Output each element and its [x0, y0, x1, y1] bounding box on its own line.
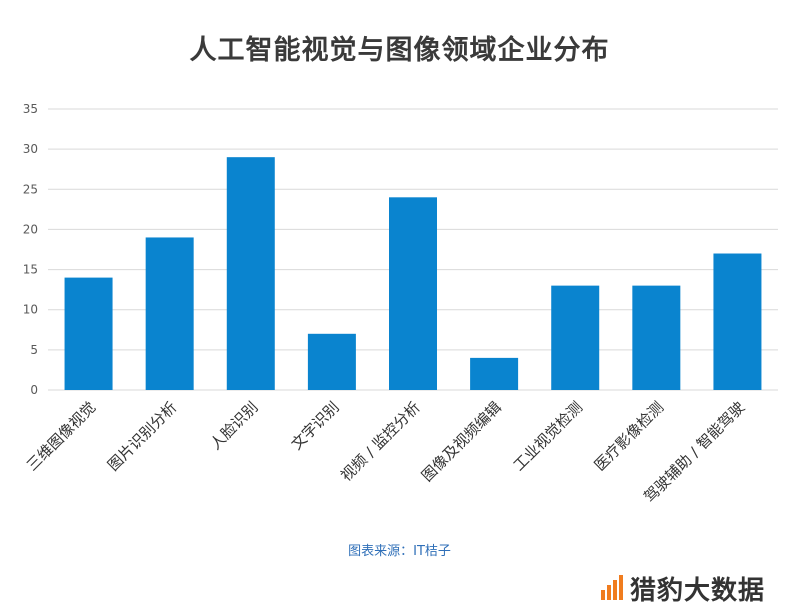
bar	[632, 285, 681, 390]
y-tick-label: 0	[30, 383, 38, 397]
y-tick-label: 30	[23, 142, 38, 156]
chart-title: 人工智能视觉与图像领域企业分布	[189, 35, 610, 66]
bar	[551, 285, 600, 390]
y-tick-label: 5	[30, 343, 38, 357]
bar-logo-icon	[601, 575, 623, 600]
y-tick-label: 25	[23, 182, 38, 196]
x-tick-label: 三维图像视觉	[23, 398, 99, 474]
x-tick-label: 图片识别分析	[104, 398, 180, 474]
bar	[713, 253, 762, 390]
y-tick-label: 10	[23, 303, 38, 317]
y-tick-label: 15	[23, 263, 38, 277]
bar	[145, 237, 194, 390]
x-tick-label: 工业视觉检测	[510, 398, 586, 474]
bar	[64, 277, 113, 390]
x-tick-label: 医疗影像检测	[591, 398, 667, 474]
bar	[470, 357, 519, 390]
bar	[307, 333, 356, 390]
bar	[389, 197, 437, 390]
x-tick-label: 文字识别	[288, 398, 343, 453]
bar	[226, 157, 275, 390]
x-tick-label: 图像及视频编辑	[418, 398, 505, 485]
brand-text: 猎豹大数据	[630, 575, 766, 606]
x-tick-label: 视频 / 监控分析	[337, 398, 424, 485]
x-tick-label: 人脸识别	[206, 398, 261, 453]
brand-watermark: 猎豹大数据	[600, 570, 790, 606]
chart-source: 图表来源：IT桔子	[348, 544, 451, 559]
y-tick-label: 35	[23, 102, 38, 116]
y-tick-label: 20	[23, 222, 38, 236]
